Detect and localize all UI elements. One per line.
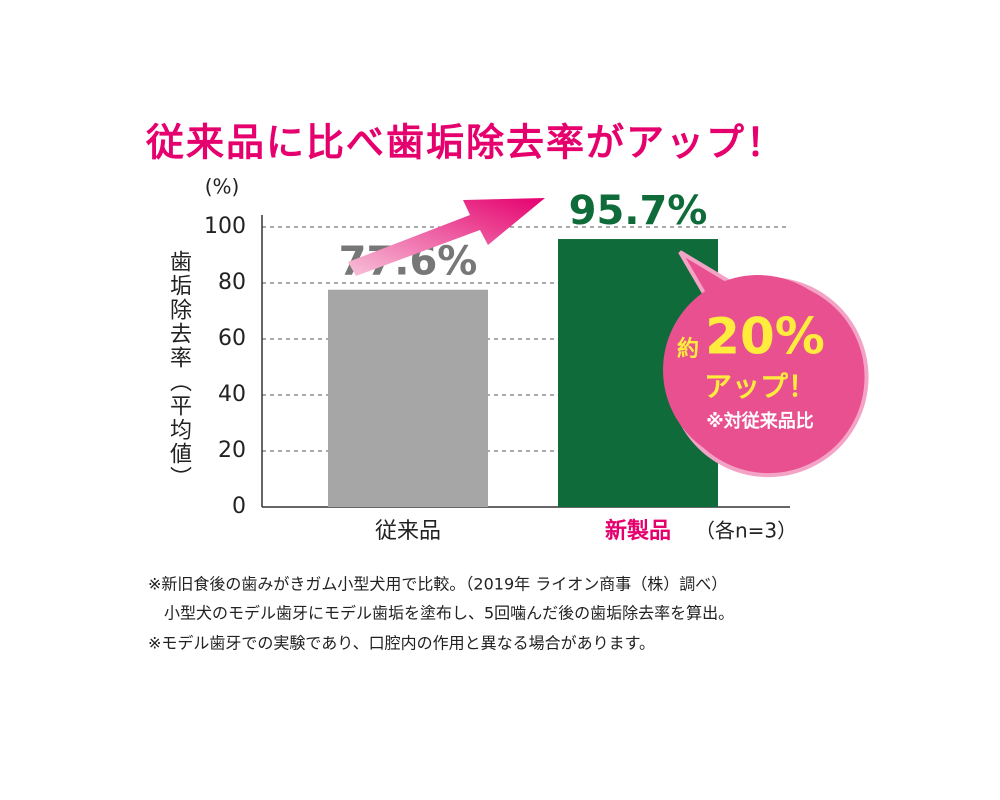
y-tick-label: 100 <box>204 214 246 239</box>
x-tick-label: 新製品 <box>605 518 671 544</box>
footnote: 小型犬のモデル歯牙にモデル歯垢を塗布し、5回噛んだ後の歯垢除去率を算出。 <box>164 604 734 623</box>
arrow <box>348 198 545 276</box>
footnote: ※モデル歯牙での実験であり、口腔内の作用と異なる場合があります。 <box>148 634 655 653</box>
sample-note: （各n=3） <box>695 519 797 543</box>
y-tick-label: 60 <box>218 326 246 351</box>
callout-text: アップ！ <box>704 370 816 403</box>
y-unit: (%) <box>205 175 240 199</box>
x-tick-label: 従来品 <box>375 519 441 544</box>
callout-headline: 20% <box>705 308 825 366</box>
callout-prefix: 約 <box>677 336 699 362</box>
callout: 約 20% アップ！ ※対従来品比 <box>663 250 869 478</box>
footnote: ※新旧食後の歯みがきガム小型犬用で比較。（2019年 ライオン商事（株）調べ） <box>148 575 727 594</box>
callout-note: ※対従来品比 <box>706 410 814 432</box>
y-tick-label: 80 <box>218 270 246 295</box>
y-axis-label: 歯垢除去率（平均値） <box>166 250 192 490</box>
y-tick-label: 20 <box>218 438 246 463</box>
y-tick-label: 0 <box>232 494 246 519</box>
callout-bubble <box>663 275 853 465</box>
value-label: 95.7% <box>569 188 708 234</box>
chart-title: 従来品に比べ歯垢除去率がアップ！ <box>145 121 786 165</box>
bar <box>328 289 488 507</box>
y-tick-label: 40 <box>218 382 246 407</box>
